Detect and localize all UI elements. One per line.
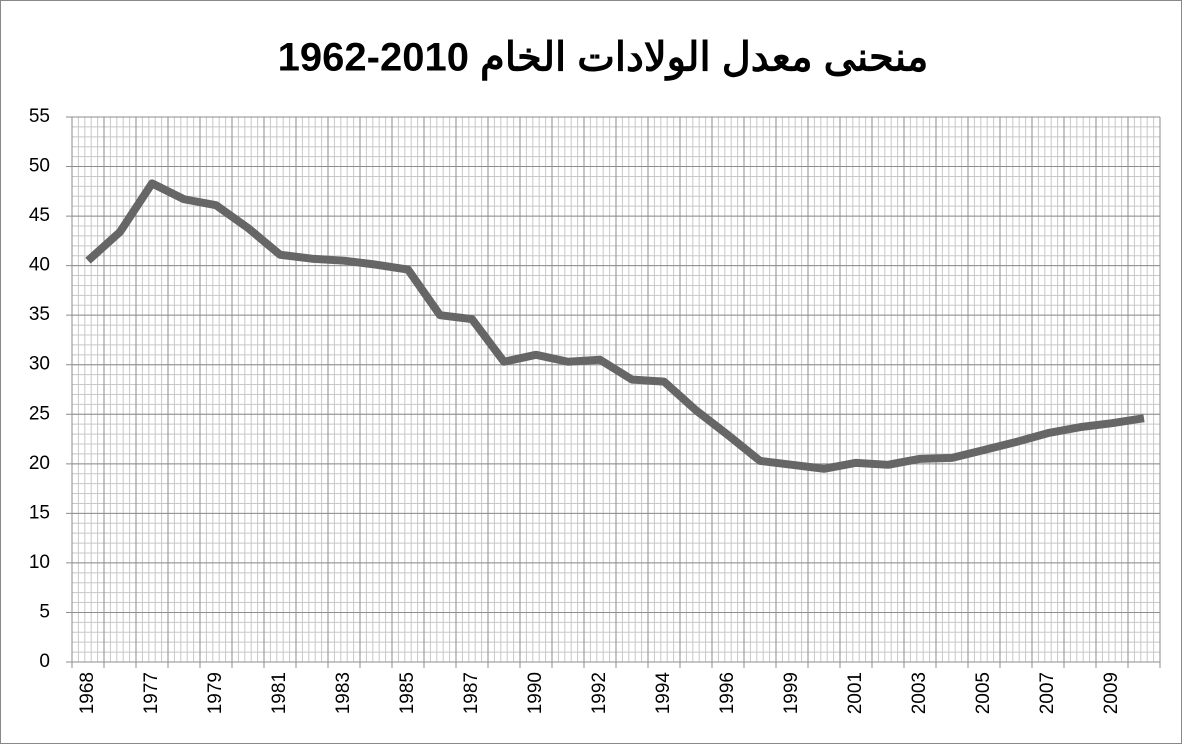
x-tick-label: 1985 bbox=[397, 672, 418, 714]
chart-title: منحنى معدل الولادات الخام 2010-1962 bbox=[278, 36, 929, 82]
y-tick-label: 25 bbox=[29, 403, 50, 424]
x-tick-label: 2001 bbox=[845, 672, 866, 714]
x-tick-label: 1983 bbox=[333, 672, 354, 714]
y-tick-label: 45 bbox=[29, 205, 50, 226]
data-line bbox=[85, 179, 1145, 473]
x-tick-label: 1990 bbox=[525, 672, 546, 714]
y-tick-label: 0 bbox=[39, 651, 50, 672]
x-tick-label: 1968 bbox=[77, 672, 98, 714]
y-tick-label: 15 bbox=[29, 502, 50, 523]
y-tick-label: 35 bbox=[29, 304, 50, 325]
x-tick-label: 2003 bbox=[909, 672, 930, 714]
y-tick-label: 10 bbox=[29, 552, 50, 573]
x-tick-label: 2007 bbox=[1037, 672, 1058, 714]
y-tick-label: 50 bbox=[29, 156, 50, 177]
x-tick-label: 1999 bbox=[781, 672, 802, 714]
y-tick-label: 20 bbox=[29, 453, 50, 474]
x-tick-label: 1977 bbox=[141, 672, 162, 714]
x-tick-label: 1992 bbox=[589, 672, 610, 714]
x-tick-label: 1987 bbox=[461, 672, 482, 714]
y-tick-label: 5 bbox=[39, 601, 50, 622]
x-tick-label: 1979 bbox=[205, 672, 226, 714]
y-tick-label: 55 bbox=[29, 106, 50, 127]
x-tick-label: 1996 bbox=[717, 672, 738, 714]
x-tick-label: 1981 bbox=[269, 672, 290, 714]
x-tick-label: 1994 bbox=[653, 672, 674, 715]
y-tick-label: 30 bbox=[29, 354, 50, 375]
x-tick-label: 2009 bbox=[1101, 672, 1122, 714]
x-tick-label: 2005 bbox=[973, 672, 994, 714]
y-tick-label: 40 bbox=[29, 255, 50, 276]
